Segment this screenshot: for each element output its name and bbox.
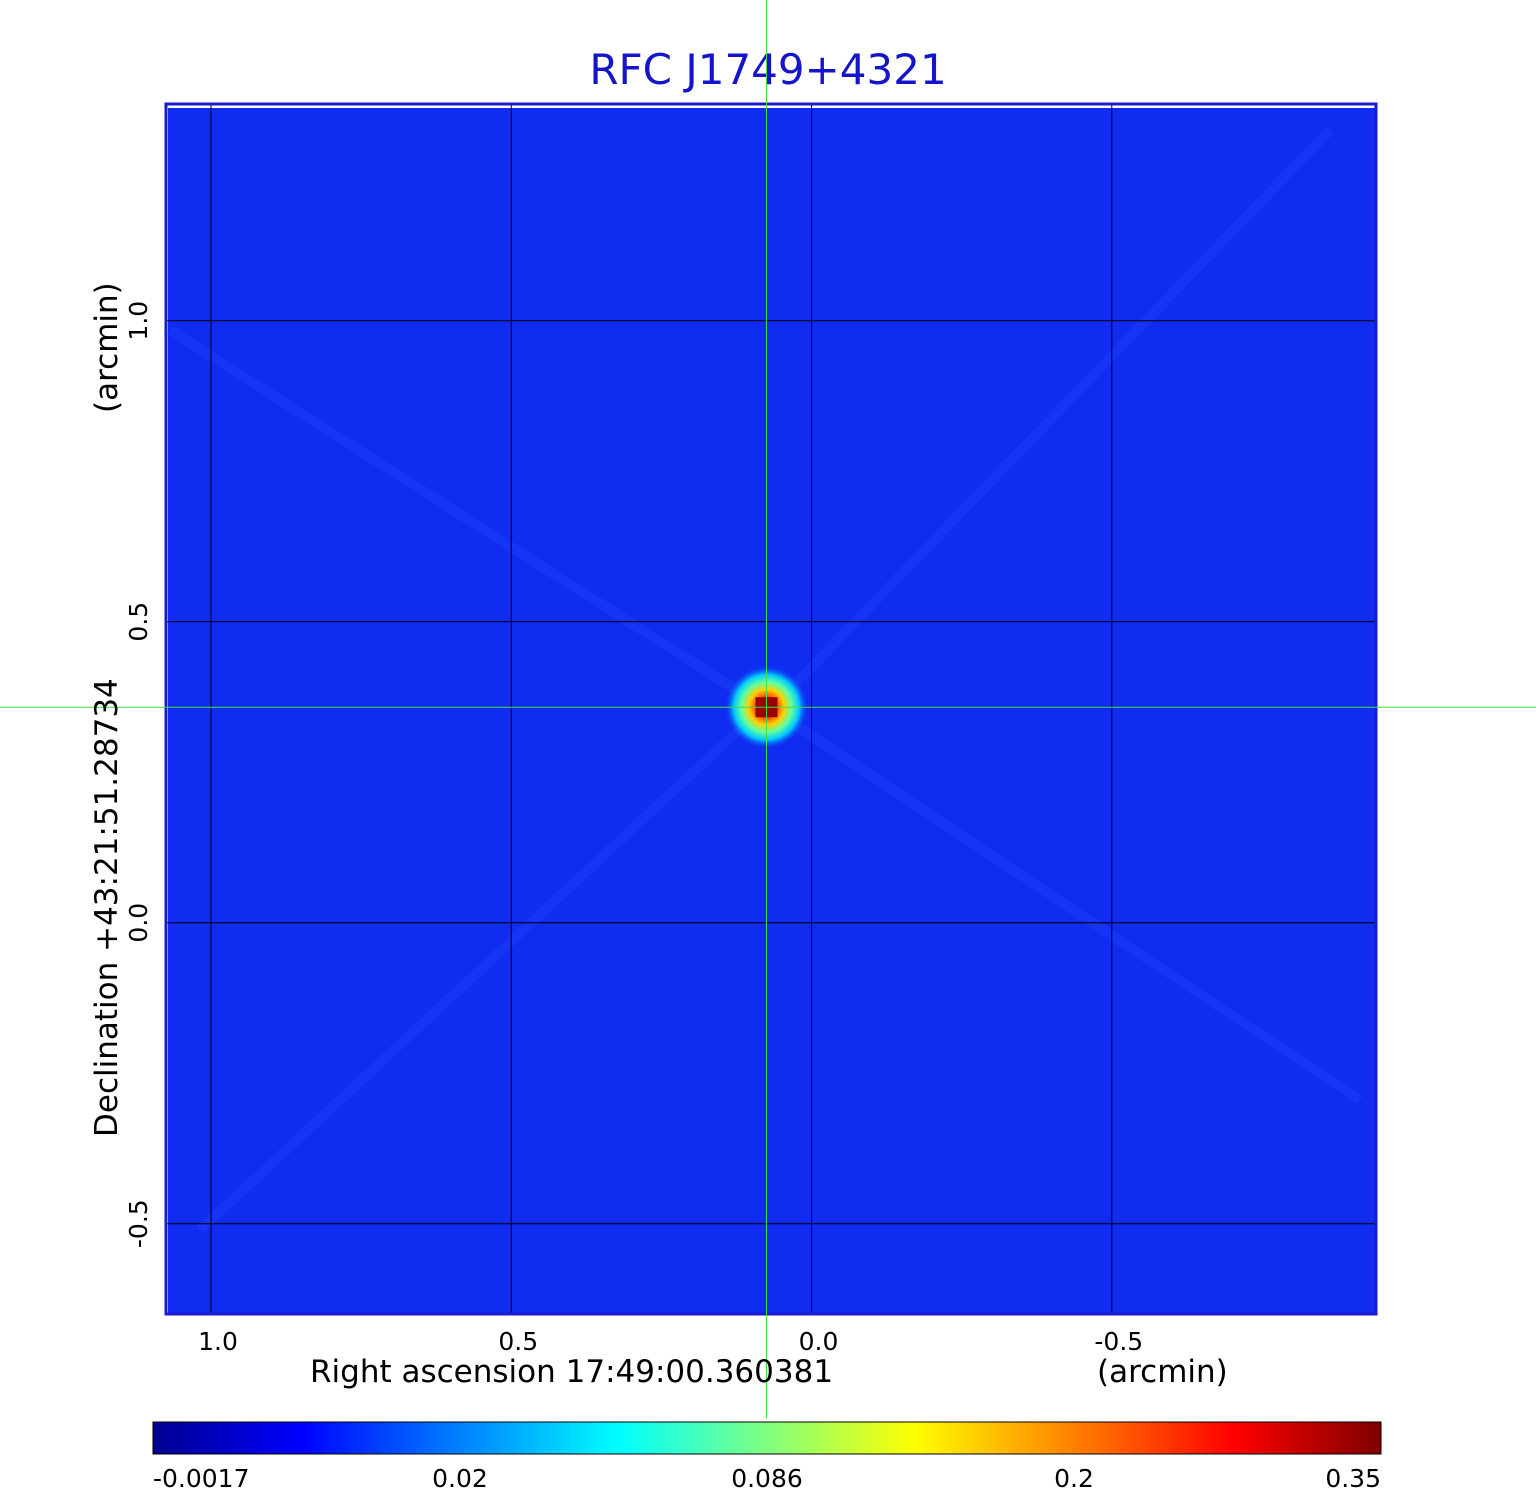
colorbar-tick-label: 0.35 — [1325, 1464, 1381, 1493]
colorbar-tick-label: -0.0017 — [153, 1464, 250, 1493]
x-tick-labels: 1.0 0.5 0.0 -0.5 — [198, 1327, 1143, 1356]
colorbar-tick-label: 0.2 — [1054, 1464, 1094, 1493]
y-tick-labels: 1.0 0.5 0.0 -0.5 — [124, 301, 153, 1248]
y-tick-label: 0.0 — [124, 903, 153, 943]
x-axis-unit: (arcmin) — [1097, 1354, 1228, 1390]
chart-title: RFC J1749+4321 — [589, 45, 947, 94]
y-tick-label: -0.5 — [124, 1199, 153, 1248]
y-axis-unit: (arcmin) — [89, 282, 125, 413]
x-tick-label: 1.0 — [198, 1327, 238, 1356]
colorbar — [152, 1421, 1382, 1455]
x-axis-label: Right ascension 17:49:00.360381 — [310, 1354, 833, 1390]
x-tick-label: 0.0 — [799, 1327, 839, 1356]
coordinate-grid — [166, 104, 1376, 1314]
x-tick-label: -0.5 — [1094, 1327, 1143, 1356]
y-tick-label: 1.0 — [124, 301, 153, 341]
plot-frame — [164, 102, 1378, 1316]
sidelobe-streaks — [167, 126, 1363, 1234]
colorbar-tick-labels: -0.0017 0.02 0.086 0.2 0.35 — [153, 1464, 1381, 1493]
x-tick-label: 0.5 — [498, 1327, 538, 1356]
y-axis-label: Declination +43:21:51.28734 — [89, 678, 125, 1137]
colorbar-tick-label: 0.086 — [731, 1464, 803, 1493]
colorbar-tick-label: 0.02 — [432, 1464, 488, 1493]
y-tick-label: 0.5 — [124, 602, 153, 642]
